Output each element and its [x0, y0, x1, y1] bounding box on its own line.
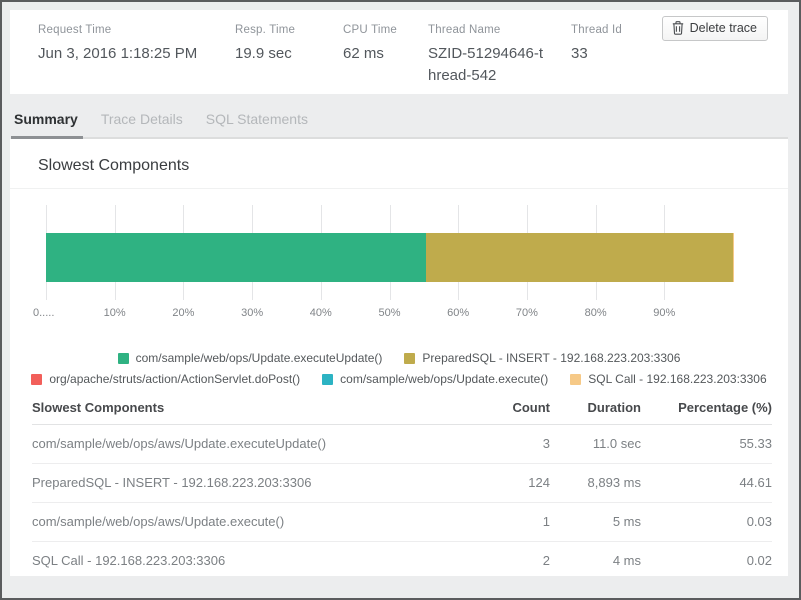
metric-label: Thread Id — [571, 24, 623, 36]
x-axis: 0..... 10% 20% 30% 40% 50% 60% 70% 80% 9… — [33, 307, 733, 322]
component-duration: 5 ms — [550, 502, 641, 542]
x-tick-label: 10% — [103, 307, 126, 319]
component-name: PreparedSQL - INSERT - 192.168.223.203:3… — [32, 463, 480, 503]
metric-value: Jun 3, 2016 1:18:25 PM — [38, 45, 198, 62]
component-percentage: 55.33 — [641, 424, 772, 464]
table-row: com/sample/web/ops/aws/Update.executeUpd… — [32, 424, 772, 464]
legend-label: org/apache/struts/action/ActionServlet.d… — [49, 372, 301, 386]
component-duration: 4 ms — [550, 541, 641, 576]
metric-value: 33 — [571, 45, 588, 62]
component-percentage: 0.03 — [641, 502, 772, 542]
legend-item-sqlcall[interactable]: SQL Call - 192.168.223.203:3306 — [570, 372, 767, 386]
trace-summary-header: Request Time Jun 3, 2016 1:18:25 PM Resp… — [10, 10, 788, 94]
legend-swatch-gold — [404, 352, 416, 364]
x-tick-label: 90% — [653, 307, 676, 319]
metric-request-time: Request Time Jun 3, 2016 1:18:25 PM — [38, 22, 235, 94]
legend-swatch-green — [117, 352, 129, 364]
component-name: SQL Call - 192.168.223.203:3306 — [32, 541, 480, 576]
component-count: 1 — [480, 502, 550, 542]
delete-trace-button[interactable]: Delete trace — [661, 16, 768, 41]
slowest-components-chart — [46, 205, 733, 300]
metric-thread-name: Thread Name SZID-51294646-thread-542 — [428, 22, 571, 94]
legend-label: SQL Call - 192.168.223.203:3306 — [588, 372, 767, 386]
x-tick-label: 80% — [584, 307, 607, 319]
tab-summary[interactable]: Summary — [11, 108, 83, 139]
legend-item-preparedsql[interactable]: PreparedSQL - INSERT - 192.168.223.203:3… — [404, 351, 680, 365]
tab-bar: Summary Trace Details SQL Statements — [11, 108, 788, 139]
chart-legend: com/sample/web/ops/Update.executeUpdate(… — [10, 351, 788, 386]
legend-label: com/sample/web/ops/Update.executeUpdate(… — [135, 351, 383, 365]
component-count: 3 — [480, 424, 550, 464]
section-title-slowest-components: Slowest Components — [10, 139, 788, 189]
col-header-duration: Duration — [550, 396, 641, 425]
x-tick-label: 0..... — [33, 307, 55, 319]
slowest-components-table: Slowest Components Count Duration Percen… — [32, 396, 772, 576]
component-count: 124 — [480, 463, 550, 503]
bar-segment-executeUpdate[interactable] — [46, 233, 427, 282]
tab-trace-details[interactable]: Trace Details — [100, 111, 183, 127]
metric-label: Thread Name — [428, 24, 501, 36]
legend-label: com/sample/web/ops/Update.execute() — [340, 372, 549, 386]
col-header-percentage: Percentage (%) — [641, 396, 772, 425]
bar-segment-preparedsql[interactable] — [426, 233, 733, 282]
table-row: com/sample/web/ops/aws/Update.execute() … — [32, 502, 772, 542]
stacked-bar — [46, 233, 733, 282]
component-duration: 8,893 ms — [550, 463, 641, 503]
metric-value: 19.9 sec — [235, 45, 292, 62]
x-tick-label: 60% — [447, 307, 470, 319]
legend-item-execute[interactable]: com/sample/web/ops/Update.execute() — [322, 372, 548, 386]
metric-label: Resp. Time — [235, 24, 296, 36]
metric-resp-time: Resp. Time 19.9 sec — [235, 22, 343, 94]
x-tick-label: 30% — [241, 307, 264, 319]
component-name: com/sample/web/ops/aws/Update.executeUpd… — [32, 424, 480, 464]
metric-thread-id: Thread Id 33 — [571, 22, 641, 94]
table-row: PreparedSQL - INSERT - 192.168.223.203:3… — [32, 463, 772, 503]
col-header-slowest-components: Slowest Components — [32, 396, 480, 425]
component-percentage: 44.61 — [641, 463, 772, 503]
component-duration: 11.0 sec — [550, 424, 641, 464]
delete-trace-label: Delete trace — [689, 21, 757, 35]
x-tick-label: 40% — [309, 307, 332, 319]
metric-label: Request Time — [38, 24, 112, 36]
legend-swatch-red — [31, 373, 43, 385]
legend-item-executeUpdate[interactable]: com/sample/web/ops/Update.executeUpdate(… — [117, 351, 383, 365]
summary-panel: Slowest Components 0..... 10% 20 — [10, 139, 788, 576]
legend-label: PreparedSQL - INSERT - 192.168.223.203:3… — [422, 351, 681, 365]
x-tick-label: 20% — [172, 307, 195, 319]
metric-value: 62 ms — [343, 45, 384, 62]
metric-cpu-time: CPU Time 62 ms — [343, 22, 428, 94]
trash-icon — [672, 21, 684, 35]
component-name: com/sample/web/ops/aws/Update.execute() — [32, 502, 480, 542]
metric-label: CPU Time — [343, 24, 397, 36]
col-header-count: Count — [480, 396, 550, 425]
table-row: SQL Call - 192.168.223.203:3306 2 4 ms 0… — [32, 541, 772, 576]
metric-value: SZID-51294646-thread-542 — [428, 45, 544, 84]
component-count: 2 — [480, 541, 550, 576]
legend-swatch-teal — [322, 373, 334, 385]
component-percentage: 0.02 — [641, 541, 772, 576]
table-header-row: Slowest Components Count Duration Percen… — [32, 396, 772, 425]
x-tick-label: 70% — [515, 307, 538, 319]
legend-item-dopost[interactable]: org/apache/struts/action/ActionServlet.d… — [31, 372, 300, 386]
legend-swatch-peach — [570, 373, 582, 385]
x-tick-label: 50% — [378, 307, 401, 319]
tab-sql-statements[interactable]: SQL Statements — [205, 111, 308, 127]
